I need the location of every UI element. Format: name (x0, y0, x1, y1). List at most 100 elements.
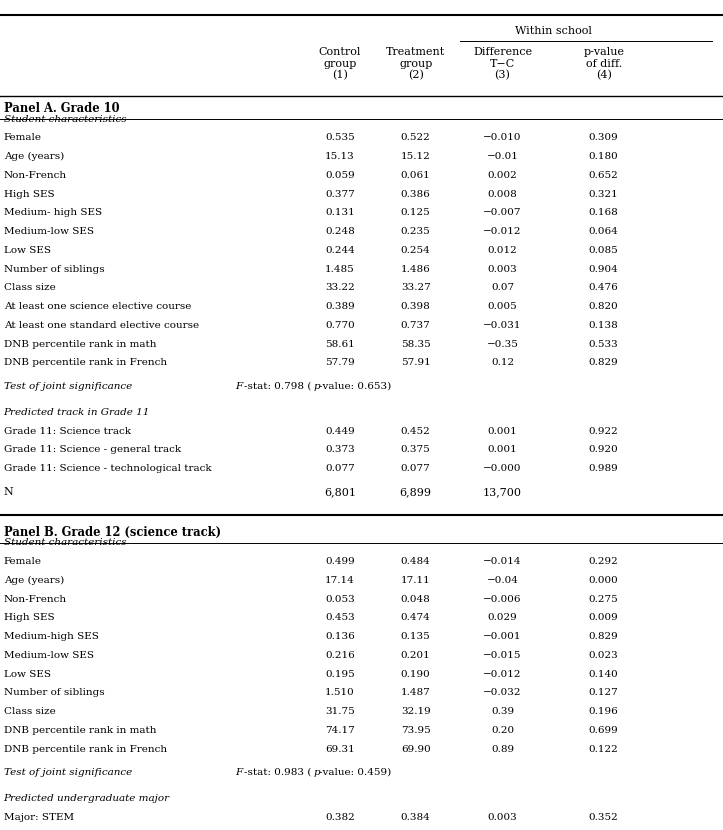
Text: -stat: 0.983 (: -stat: 0.983 ( (244, 768, 312, 777)
Text: F: F (235, 768, 242, 777)
Text: 0.244: 0.244 (325, 246, 355, 255)
Text: At least one standard elective course: At least one standard elective course (4, 320, 199, 330)
Text: Number of siblings: Number of siblings (4, 688, 104, 697)
Text: 0.309: 0.309 (589, 134, 619, 142)
Text: 0.005: 0.005 (487, 302, 518, 311)
Text: 0.533: 0.533 (589, 339, 619, 349)
Text: 73.95: 73.95 (401, 725, 431, 735)
Text: 0.89: 0.89 (491, 745, 514, 754)
Text: 0.059: 0.059 (325, 171, 355, 180)
Text: 69.90: 69.90 (401, 745, 431, 754)
Text: 15.13: 15.13 (325, 152, 355, 161)
Text: −0.015: −0.015 (483, 651, 522, 660)
Text: Control
group
(1): Control group (1) (319, 47, 361, 81)
Text: Low SES: Low SES (4, 670, 51, 678)
Text: 69.31: 69.31 (325, 745, 355, 754)
Text: 0.168: 0.168 (589, 208, 619, 217)
Text: 0.453: 0.453 (325, 613, 355, 622)
Text: 0.254: 0.254 (401, 246, 431, 255)
Text: 0.352: 0.352 (589, 813, 619, 822)
Text: Non-French: Non-French (4, 594, 67, 603)
Text: DNB percentile rank in math: DNB percentile rank in math (4, 339, 156, 349)
Text: DNB percentile rank in French: DNB percentile rank in French (4, 359, 167, 367)
Text: p: p (313, 382, 320, 391)
Text: Non-French: Non-French (4, 171, 67, 180)
Text: 0.292: 0.292 (589, 557, 619, 566)
Text: DNB percentile rank in math: DNB percentile rank in math (4, 725, 156, 735)
Text: 58.61: 58.61 (325, 339, 355, 349)
Text: 0.829: 0.829 (589, 632, 619, 641)
Text: Difference
T−C
(3): Difference T−C (3) (473, 47, 532, 81)
Text: High SES: High SES (4, 613, 54, 622)
Text: Test of joint significance: Test of joint significance (4, 768, 132, 777)
Text: High SES: High SES (4, 189, 54, 198)
Text: −0.010: −0.010 (483, 134, 522, 142)
Text: Class size: Class size (4, 707, 56, 716)
Text: −0.35: −0.35 (487, 339, 518, 349)
Text: −0.04: −0.04 (487, 576, 518, 585)
Text: 6,899: 6,899 (400, 487, 432, 497)
Text: Age (years): Age (years) (4, 152, 64, 161)
Text: 0.012: 0.012 (487, 246, 518, 255)
Text: 0.474: 0.474 (401, 613, 431, 622)
Text: -stat: 0.798 (: -stat: 0.798 ( (244, 382, 312, 391)
Text: −0.031: −0.031 (483, 320, 522, 330)
Text: 0.989: 0.989 (589, 464, 619, 473)
Text: 0.008: 0.008 (487, 189, 518, 198)
Text: 0.39: 0.39 (491, 707, 514, 716)
Text: −0.032: −0.032 (483, 688, 522, 697)
Text: 58.35: 58.35 (401, 339, 431, 349)
Text: 0.195: 0.195 (325, 670, 355, 678)
Text: −0.000: −0.000 (483, 464, 522, 473)
Text: 0.499: 0.499 (325, 557, 355, 566)
Text: Number of siblings: Number of siblings (4, 265, 104, 274)
Text: Female: Female (4, 557, 42, 566)
Text: 57.79: 57.79 (325, 359, 355, 367)
Text: Grade 11: Science track: Grade 11: Science track (4, 427, 131, 436)
Text: 0.201: 0.201 (401, 651, 431, 660)
Text: −0.007: −0.007 (483, 208, 522, 217)
Text: 0.829: 0.829 (589, 359, 619, 367)
Text: 0.003: 0.003 (487, 813, 518, 822)
Text: 0.003: 0.003 (487, 265, 518, 274)
Text: 0.699: 0.699 (589, 725, 619, 735)
Text: 0.029: 0.029 (487, 613, 518, 622)
Text: 57.91: 57.91 (401, 359, 431, 367)
Text: 0.138: 0.138 (589, 320, 619, 330)
Text: Within school: Within school (515, 26, 591, 36)
Text: 0.398: 0.398 (401, 302, 431, 311)
Text: 0.522: 0.522 (401, 134, 431, 142)
Text: 0.216: 0.216 (325, 651, 355, 660)
Text: Predicted undergraduate major: Predicted undergraduate major (4, 794, 170, 803)
Text: 0.077: 0.077 (325, 464, 355, 473)
Text: 0.127: 0.127 (589, 688, 619, 697)
Text: 17.11: 17.11 (401, 576, 431, 585)
Text: 0.136: 0.136 (325, 632, 355, 641)
Text: -value: 0.653): -value: 0.653) (320, 382, 392, 391)
Text: −0.001: −0.001 (483, 632, 522, 641)
Text: 0.382: 0.382 (325, 813, 355, 822)
Text: 0.196: 0.196 (589, 707, 619, 716)
Text: 1.486: 1.486 (401, 265, 431, 274)
Text: Student characteristics: Student characteristics (4, 538, 127, 547)
Text: Medium-high SES: Medium-high SES (4, 632, 98, 641)
Text: 0.12: 0.12 (491, 359, 514, 367)
Text: 0.535: 0.535 (325, 134, 355, 142)
Text: Panel A. Grade 10: Panel A. Grade 10 (4, 102, 119, 115)
Text: 0.920: 0.920 (589, 446, 619, 455)
Text: Grade 11: Science - technological track: Grade 11: Science - technological track (4, 464, 211, 473)
Text: Medium- high SES: Medium- high SES (4, 208, 102, 217)
Text: p-value
of diff.
(4): p-value of diff. (4) (583, 47, 624, 81)
Text: Student characteristics: Student characteristics (4, 115, 127, 124)
Text: 0.001: 0.001 (487, 446, 518, 455)
Text: 0.248: 0.248 (325, 227, 355, 236)
Text: 0.122: 0.122 (589, 745, 619, 754)
Text: 0.737: 0.737 (401, 320, 431, 330)
Text: 0.009: 0.009 (589, 613, 619, 622)
Text: Medium-low SES: Medium-low SES (4, 227, 93, 236)
Text: 74.17: 74.17 (325, 725, 355, 735)
Text: 0.452: 0.452 (401, 427, 431, 436)
Text: 1.485: 1.485 (325, 265, 355, 274)
Text: 15.12: 15.12 (401, 152, 431, 161)
Text: Female: Female (4, 134, 42, 142)
